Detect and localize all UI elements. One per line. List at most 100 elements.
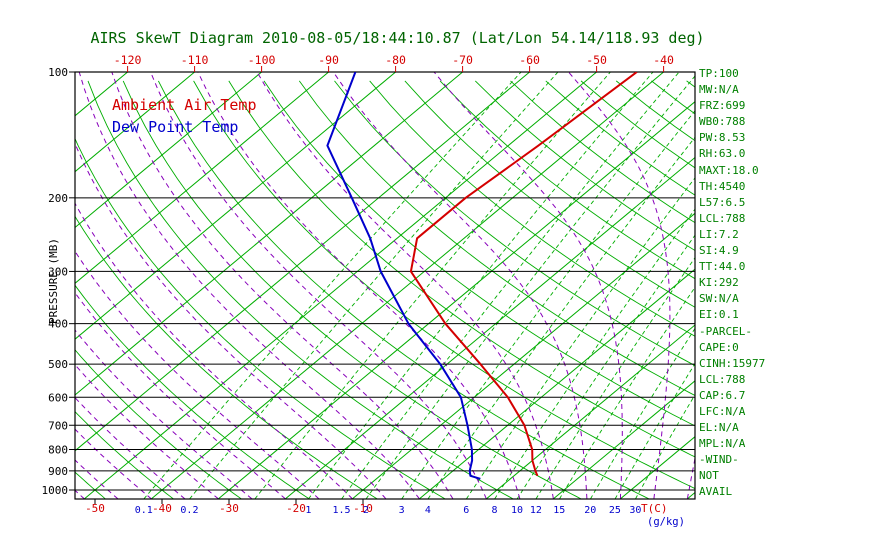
mixing-ratio-label: 12 bbox=[530, 505, 542, 516]
stat-frz699: FRZ:699 bbox=[699, 99, 746, 113]
mixing-ratio-line bbox=[535, 256, 695, 499]
pressure-tick-label: 200 bbox=[48, 192, 68, 205]
top-temp-label: -40 bbox=[653, 53, 674, 67]
top-temp-label: -120 bbox=[114, 53, 142, 67]
stat-not: NOT bbox=[699, 469, 719, 483]
stat-wb0788: WB0:788 bbox=[699, 115, 746, 129]
isotherm-line bbox=[75, 72, 195, 173]
pressure-tick-label: 400 bbox=[48, 318, 68, 331]
top-temp-label: -80 bbox=[385, 53, 406, 67]
mixing-ratio-line bbox=[494, 208, 695, 499]
top-temp-label: -50 bbox=[586, 53, 607, 67]
isotherm-line bbox=[284, 156, 695, 499]
isotherm-line bbox=[75, 72, 128, 117]
bottom-temp-label: -40 bbox=[152, 502, 172, 515]
moist-adiabat-line bbox=[568, 72, 671, 499]
moist-adiabat-line bbox=[75, 291, 286, 499]
isotherm-line bbox=[552, 380, 695, 499]
moist-adiabat-line bbox=[75, 142, 387, 499]
stat-l5765: L57:6.5 bbox=[699, 195, 746, 209]
stat-rh630: RH:63.0 bbox=[699, 147, 746, 161]
pressure-tick-label: 900 bbox=[48, 465, 68, 478]
stat-wind: -WIND- bbox=[699, 453, 739, 467]
moist-adiabat-line bbox=[111, 72, 454, 499]
moist-adiabat-line bbox=[75, 329, 253, 499]
stat-tt440: TT:44.0 bbox=[699, 260, 746, 274]
bottom-temp-label: -50 bbox=[85, 502, 105, 515]
isotherm-line bbox=[754, 72, 870, 499]
pressure-tick-label: 300 bbox=[48, 265, 68, 278]
mixing-ratio-line bbox=[614, 362, 695, 499]
stat-lcl788: LCL:788 bbox=[699, 372, 746, 386]
dry-adiabat-line bbox=[122, 80, 582, 499]
moist-adiabat-line bbox=[256, 72, 554, 499]
stats-panel: TP:100 MW:N/A FRZ:699 WB0:788 PW:8.53 RH:63.0… bbox=[699, 66, 765, 501]
legend-dew-point-temp: Dew Point Temp bbox=[112, 118, 239, 136]
dry-adiabat-line bbox=[75, 284, 310, 499]
mixing-ratio-label: 30 bbox=[629, 505, 641, 516]
dry-adiabat-line bbox=[404, 80, 695, 308]
stat-si49: SI:4.9 bbox=[699, 244, 739, 258]
mixing-ratio-label: 1 bbox=[305, 505, 311, 516]
isotherm-line bbox=[83, 72, 597, 499]
bottom-temp-label: -30 bbox=[219, 502, 239, 515]
dry-adiabat-line bbox=[439, 80, 695, 280]
pressure-tick-label: 100 bbox=[48, 66, 68, 79]
dew-point-temp-profile-line bbox=[326, 72, 481, 480]
mixing-ratio-label: 1.5 bbox=[332, 505, 350, 516]
chart-title: AIRS SkewT Diagram 2010-08-05/18:44:10.8… bbox=[90, 29, 705, 47]
pressure-tick-label: 1000 bbox=[42, 484, 69, 497]
stat-ki292: KI:292 bbox=[699, 276, 739, 290]
isotherm-line bbox=[75, 72, 396, 340]
mixing-ratio-line bbox=[427, 136, 695, 499]
mixing-ratio-line bbox=[516, 234, 695, 499]
stat-pw853: PW:8.53 bbox=[699, 131, 746, 145]
stat-th4540: TH:4540 bbox=[699, 179, 746, 193]
stat-swna: SW:N/A bbox=[699, 292, 739, 306]
mixing-ratio-label: 20 bbox=[584, 505, 596, 516]
dry-adiabat-line bbox=[228, 80, 695, 458]
top-temp-label: -90 bbox=[318, 53, 339, 67]
mixing-ratio-line bbox=[559, 286, 695, 499]
plot-border bbox=[74, 71, 696, 500]
mixing-ratio-label: 0.2 bbox=[180, 505, 198, 516]
mixing-ratio-label: 4 bbox=[425, 505, 431, 516]
top-temp-label: -110 bbox=[181, 53, 209, 67]
mixing-ratio-label: 15 bbox=[553, 505, 565, 516]
top-temp-label: -100 bbox=[248, 53, 276, 67]
isotherm-line bbox=[351, 212, 695, 499]
moist-adiabat-line bbox=[150, 72, 487, 499]
moist-adiabat-line bbox=[78, 72, 420, 499]
moist-adiabat-line bbox=[75, 202, 353, 499]
pressure-tick-label: 700 bbox=[48, 419, 68, 432]
moist-adiabat-line bbox=[75, 396, 186, 499]
ambient-air-temp-profile-line bbox=[409, 72, 638, 477]
mixing-ratio-line bbox=[365, 75, 695, 499]
isotherm-line bbox=[217, 101, 695, 499]
mixing-ratio-label: 3 bbox=[399, 505, 405, 516]
pressure-tick-label: 500 bbox=[48, 358, 68, 371]
mixing-ratio-line bbox=[341, 72, 680, 499]
stat-lcl788: LCL:788 bbox=[699, 211, 746, 225]
mixing-unit-label: (g/kg) bbox=[647, 516, 685, 528]
mixing-ratio-label: 2 bbox=[363, 505, 369, 516]
moist-adiabat-line bbox=[75, 364, 219, 499]
mixing-ratio-label: 6 bbox=[463, 505, 469, 516]
temp-unit-label: T(C) bbox=[641, 502, 668, 515]
mixing-ratio-line bbox=[401, 110, 695, 499]
y-axis-title: PRESSURE (MB) bbox=[47, 238, 60, 324]
moist-adiabat-line bbox=[0, 72, 17, 499]
stat-mwna: MW:N/A bbox=[699, 83, 739, 97]
dry-adiabat-line bbox=[87, 80, 514, 499]
moist-adiabat-line bbox=[0, 72, 51, 499]
moist-adiabat-line bbox=[332, 72, 588, 499]
bottom-temp-label: -20 bbox=[286, 502, 306, 515]
mixing-ratio-line bbox=[143, 72, 522, 499]
isotherm-line bbox=[418, 268, 695, 499]
moist-adiabat-line bbox=[433, 72, 623, 499]
stat-lfcna: LFC:N/A bbox=[699, 404, 746, 418]
stat-maxt180: MAXT:18.0 bbox=[699, 163, 759, 177]
moist-adiabat-line bbox=[686, 456, 695, 499]
